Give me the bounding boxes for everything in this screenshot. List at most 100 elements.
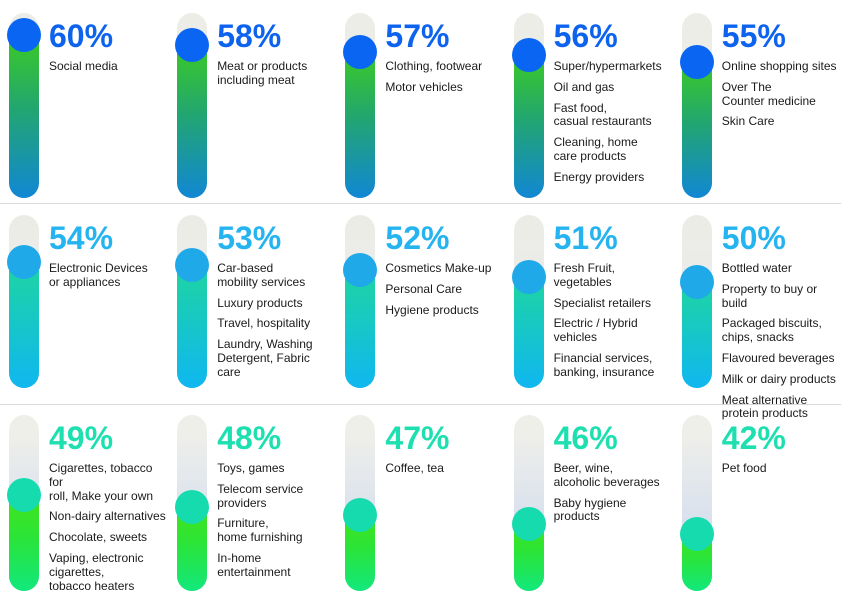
thermometer-tube: [511, 415, 546, 591]
category-label: Super/hypermarkets: [553, 59, 662, 73]
category-label: Online shopping sites: [721, 59, 837, 73]
category-label: Car-based mobility services: [217, 261, 306, 289]
percent-value: 48%: [217, 420, 282, 456]
percent-value: 53%: [217, 220, 282, 256]
category-label: Hygiene products: [385, 302, 479, 317]
thermometer-bulb: [511, 507, 546, 541]
gauge-cell: 51% Fresh Fruit, vegetables Specialist ret…: [505, 204, 673, 404]
category-label: Skin Care: [721, 114, 775, 129]
thermometer-bulb: [679, 45, 714, 79]
thermometer-tube: [7, 415, 41, 591]
category-label: Cleaning, home care products: [553, 135, 638, 163]
thermometer-tube: [511, 13, 546, 198]
category-list: Cosmetics Make-up Personal Care Hygiene pr…: [385, 261, 502, 317]
category-label: Luxury products: [217, 295, 303, 310]
percent-value: 56%: [553, 18, 618, 54]
category-label: Social media: [49, 59, 118, 73]
category-label: Baby hygiene products: [553, 495, 627, 524]
category-list: Pet food: [721, 461, 839, 476]
thermometer-bulb: [7, 245, 41, 279]
percent-value: 42%: [721, 420, 786, 456]
gauge-cell: 58% Meat or products including meat: [168, 0, 336, 203]
gauge-cell: 42% Pet food: [673, 405, 841, 611]
thermometer-bulb: [511, 38, 546, 72]
thermometer-tube: [511, 215, 546, 388]
thermometer-tube: [7, 13, 41, 198]
category-label: Non-dairy alternatives: [49, 509, 166, 524]
thermometer-bulb: [343, 35, 378, 69]
percent-value: 60%: [49, 18, 114, 54]
category-label: Fresh Fruit, vegetables: [553, 261, 615, 289]
thermometer-tube: [679, 415, 714, 591]
gauge-cell: 52% Cosmetics Make-up Personal Care Hygiene…: [336, 204, 504, 404]
thermometer-tube: [343, 415, 378, 591]
category-label: Meat alternative protein products: [721, 392, 808, 421]
thermometer-bulb: [511, 260, 546, 294]
category-list: Meat or products including meat: [217, 59, 334, 88]
gauge-cell: 53% Car-based mobility services Luxury pro…: [168, 204, 336, 404]
percent-value: 57%: [385, 18, 450, 54]
category-list: Online shopping sites Over The Counter me…: [721, 59, 839, 129]
percent-value: 46%: [553, 420, 618, 456]
category-label: Coffee, tea: [385, 461, 444, 475]
gauge-cell: 46% Beer, wine, alcoholic beverages Baby h…: [505, 405, 673, 611]
category-label: Over The Counter medicine: [721, 79, 816, 108]
thermometer-tube: [343, 215, 378, 388]
percent-value: 55%: [721, 18, 786, 54]
thermometer-bulb: [343, 253, 378, 287]
gauge-cell: 48% Toys, games Telecom service providers F…: [168, 405, 336, 611]
thermometer-tube: [175, 215, 210, 388]
category-label: Cigarettes, tobacco for roll, Make your …: [49, 461, 154, 503]
category-list: Bottled water Property to buy or build Pac…: [721, 261, 839, 421]
thermometer-bulb: [7, 18, 41, 52]
gauge-cell: 54% Electronic Devices or appliances: [0, 204, 168, 404]
category-list: Super/hypermarkets Oil and gas Fast food, …: [553, 59, 671, 185]
gauge-cell: 60% Social media: [0, 0, 168, 203]
category-label: Chocolate, sweets: [49, 530, 148, 545]
category-label: Milk or dairy products: [721, 371, 836, 386]
category-label: Specialist retailers: [553, 295, 651, 310]
thermometer-bulb: [7, 478, 41, 512]
category-label: Motor vehicles: [385, 79, 463, 94]
thermometer-tube: [175, 415, 210, 591]
gauge-row-2: 54% Electronic Devices or appliances 53% Ca…: [0, 203, 841, 420]
gauge-cell: 49% Cigarettes, tobacco for roll, Make yo…: [0, 405, 168, 611]
category-list: Fresh Fruit, vegetables Specialist retail…: [553, 261, 671, 380]
percent-value: 54%: [49, 220, 114, 256]
category-label: Pet food: [721, 461, 767, 475]
category-label: Financial services, banking, insurance: [553, 350, 655, 379]
gauge-cell: 50% Bottled water Property to buy or build…: [673, 204, 841, 420]
thermometer-bulb: [679, 265, 714, 299]
thermometer-bulb: [175, 248, 210, 282]
category-label: Electronic Devices or appliances: [49, 261, 148, 289]
category-label: In-home entertainment: [217, 550, 291, 579]
percent-value: 49%: [49, 420, 114, 456]
percent-value: 52%: [385, 220, 450, 256]
category-label: Energy providers: [553, 169, 645, 184]
category-label: Electric / Hybrid vehicles: [553, 316, 638, 345]
thermometer-tube: [679, 215, 714, 388]
thermometer-bulb: [343, 498, 378, 532]
category-list: Cigarettes, tobacco for roll, Make your …: [49, 461, 166, 593]
category-label: Furniture, home furnishing: [217, 516, 303, 545]
category-list: Social media: [49, 59, 166, 74]
category-label: Telecom service providers: [217, 481, 304, 510]
percent-value: 47%: [385, 420, 450, 456]
percent-value: 50%: [721, 220, 786, 256]
gauge-row-3: 49% Cigarettes, tobacco for roll, Make yo…: [0, 404, 841, 611]
thermometer-fill: [9, 26, 39, 198]
gauge-cell: 57% Clothing, footwear Motor vehicles: [336, 0, 504, 203]
category-label: Meat or products including meat: [217, 59, 308, 87]
percent-value: 51%: [553, 220, 618, 256]
gauge-row-1: 60% Social media 58% Meat or products inclu…: [0, 0, 841, 203]
category-list: Toys, games Telecom service providers Furn…: [217, 461, 334, 580]
category-label: Flavoured beverages: [721, 350, 835, 365]
gauge-cell: 55% Online shopping sites Over The Counter…: [673, 0, 841, 203]
category-label: Oil and gas: [553, 79, 615, 94]
category-label: Beer, wine, alcoholic beverages: [553, 461, 660, 489]
thermometer-bulb: [175, 28, 210, 62]
gauge-cell: 47% Coffee, tea: [336, 405, 504, 611]
category-label: Property to buy or build: [721, 281, 818, 310]
thermometer-bulb: [175, 490, 210, 524]
category-label: Clothing, footwear: [385, 59, 483, 73]
